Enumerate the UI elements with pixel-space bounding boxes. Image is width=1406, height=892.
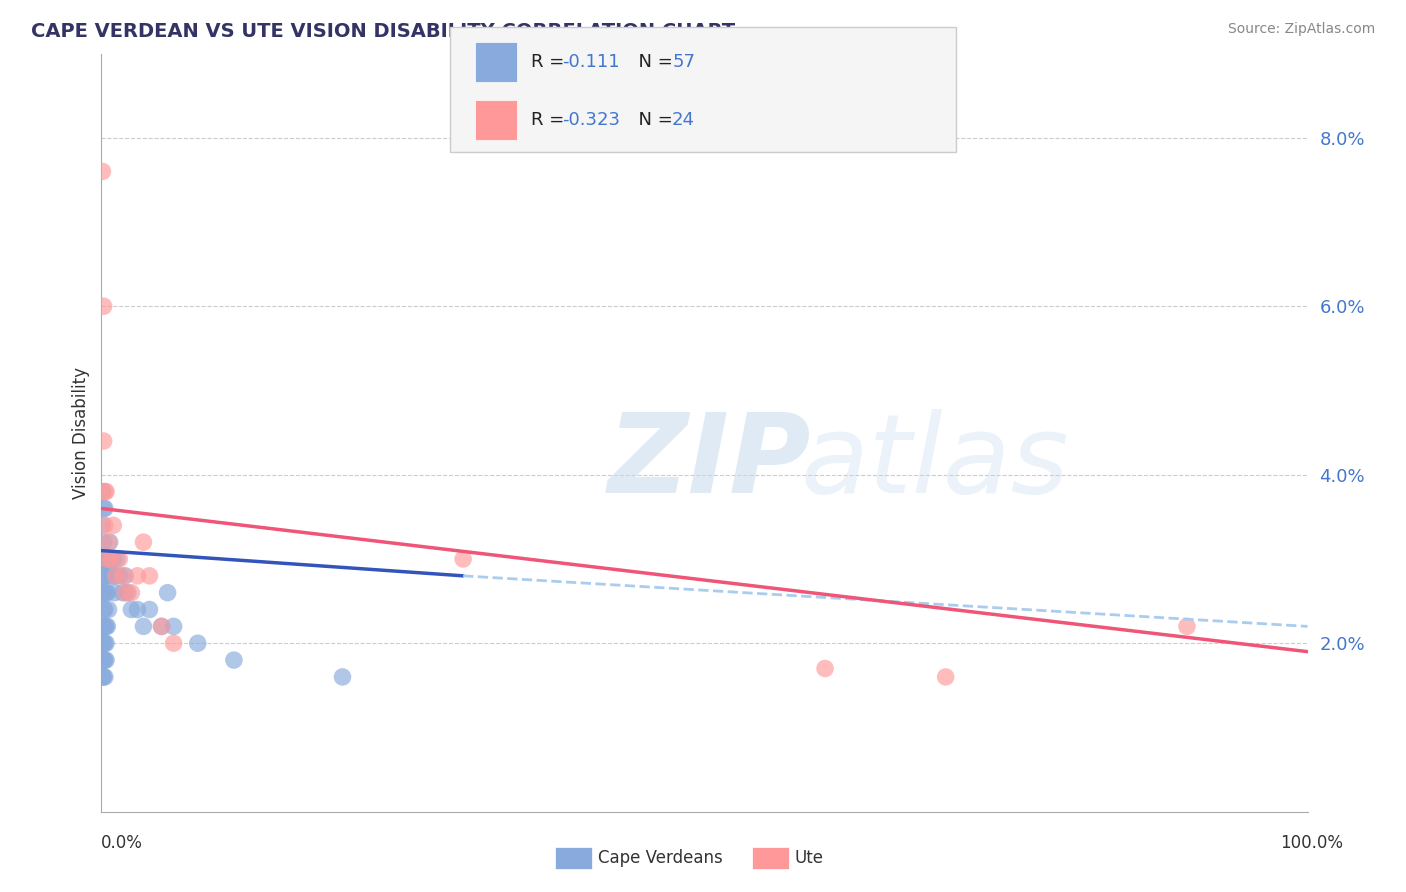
Point <box>150 619 173 633</box>
Point <box>91 569 114 583</box>
Point <box>132 535 155 549</box>
Point <box>100 552 122 566</box>
Point <box>94 619 117 633</box>
Point <box>93 602 115 616</box>
Text: ZIP: ZIP <box>607 409 811 516</box>
Point <box>93 434 115 448</box>
Point <box>91 484 114 499</box>
Text: atlas: atlas <box>801 409 1070 516</box>
Point <box>1175 619 1198 633</box>
Point <box>114 569 136 583</box>
Text: R =: R = <box>531 112 571 129</box>
Point <box>138 602 160 616</box>
Text: Ute: Ute <box>794 849 824 867</box>
Point <box>105 552 128 566</box>
Point <box>97 602 120 616</box>
Point <box>96 619 118 633</box>
Point <box>96 585 118 599</box>
Point <box>127 569 149 583</box>
Point <box>111 569 134 583</box>
Point <box>94 602 117 616</box>
Point <box>93 535 115 549</box>
Point <box>91 619 114 633</box>
Point <box>94 636 117 650</box>
Point <box>97 535 120 549</box>
Point <box>94 501 117 516</box>
Text: 57: 57 <box>672 53 695 70</box>
Point <box>104 569 127 583</box>
Point <box>103 518 125 533</box>
Point <box>156 585 179 599</box>
Y-axis label: Vision Disability: Vision Disability <box>72 367 90 499</box>
Point <box>111 585 134 599</box>
Point <box>94 484 117 499</box>
Point <box>91 670 114 684</box>
Point <box>451 552 474 566</box>
Point <box>103 552 125 566</box>
Text: 100.0%: 100.0% <box>1279 834 1343 852</box>
Point <box>91 636 114 650</box>
Point <box>94 653 117 667</box>
Point <box>103 585 125 599</box>
Text: R =: R = <box>531 53 571 70</box>
Point <box>120 602 142 616</box>
Text: N =: N = <box>627 112 679 129</box>
Point <box>93 299 115 313</box>
Point <box>94 585 117 599</box>
Text: -0.111: -0.111 <box>562 53 620 70</box>
Point <box>94 670 117 684</box>
Point <box>93 619 115 633</box>
Point <box>935 670 957 684</box>
Point <box>100 552 122 566</box>
Point <box>120 585 142 599</box>
Text: -0.323: -0.323 <box>562 112 620 129</box>
Point <box>332 670 354 684</box>
Text: Source: ZipAtlas.com: Source: ZipAtlas.com <box>1227 22 1375 37</box>
Text: 0.0%: 0.0% <box>101 834 143 852</box>
Point <box>101 569 124 583</box>
Point <box>94 619 117 633</box>
Point <box>108 569 131 583</box>
Point <box>162 619 184 633</box>
Point <box>91 552 114 566</box>
Point <box>96 552 118 566</box>
Point <box>93 501 115 516</box>
Point <box>104 569 127 583</box>
Point <box>94 636 117 650</box>
Point <box>91 653 114 667</box>
Point <box>91 585 114 599</box>
Point <box>94 569 117 583</box>
Point <box>108 552 131 566</box>
Point <box>187 636 209 650</box>
Point <box>93 569 115 583</box>
Point <box>91 518 114 533</box>
Text: N =: N = <box>627 53 679 70</box>
Point <box>114 585 136 599</box>
Point <box>94 653 117 667</box>
Point <box>98 535 121 549</box>
Point <box>93 585 115 599</box>
Point <box>138 569 160 583</box>
Point <box>94 552 117 566</box>
Point <box>132 619 155 633</box>
Point <box>94 484 117 499</box>
Point <box>117 585 139 599</box>
Point <box>97 552 120 566</box>
Text: Cape Verdeans: Cape Verdeans <box>598 849 723 867</box>
Point <box>222 653 245 667</box>
Point <box>93 653 115 667</box>
Point <box>814 661 837 675</box>
Point <box>98 569 121 583</box>
Point <box>127 602 149 616</box>
Point <box>150 619 173 633</box>
Point <box>162 636 184 650</box>
Point <box>91 164 114 178</box>
Text: 24: 24 <box>672 112 695 129</box>
Point <box>94 518 117 533</box>
Point <box>94 552 117 566</box>
Point <box>93 670 115 684</box>
Text: CAPE VERDEAN VS UTE VISION DISABILITY CORRELATION CHART: CAPE VERDEAN VS UTE VISION DISABILITY CO… <box>31 22 735 41</box>
Point <box>93 636 115 650</box>
